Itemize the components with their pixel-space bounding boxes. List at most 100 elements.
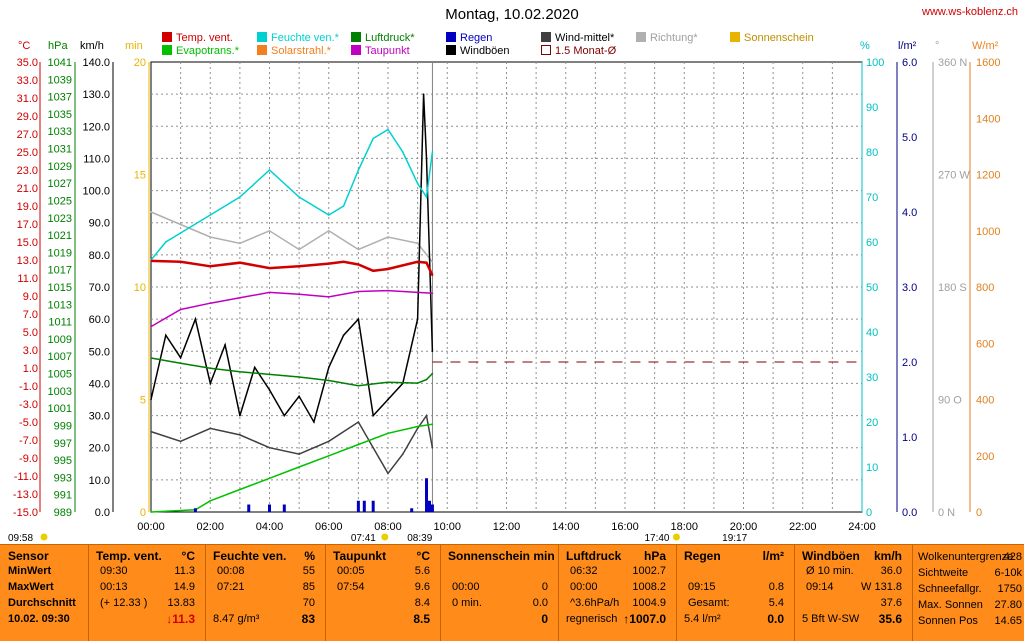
legend-swatch — [351, 32, 361, 42]
tick-temp: 21.0 — [17, 183, 38, 195]
tick-kmh: 50.0 — [89, 346, 110, 358]
data-point — [372, 270, 374, 272]
panel-rowlabel: 10.02. 09:30 — [8, 613, 70, 625]
data-point — [387, 128, 389, 131]
tick-temp: 3.0 — [23, 345, 38, 357]
legend-item[interactable]: Luftdruck* — [351, 32, 415, 44]
tick-hpa: 1031 — [48, 144, 72, 156]
data-point — [431, 261, 434, 263]
panel-cell-time: (+ 12.33 ) — [100, 597, 148, 609]
panel-col-wind: Windböen km/h Ø 10 min. 36.0 09:14 W 131.8 37.… — [794, 545, 912, 641]
tick-wm2: 1200 — [976, 170, 1000, 182]
panel-cell-time: ^3.6hPa/h — [570, 597, 620, 609]
tick-hpa: 1011 — [48, 317, 72, 329]
sun-icon — [40, 533, 48, 541]
data-point — [209, 265, 212, 268]
data-point — [268, 291, 271, 294]
panel-col-sonne: Sonnenschein min 00:00 0 0 min. 0.0 0 — [440, 545, 558, 641]
panel-cell-value: 37.6 — [880, 597, 902, 609]
tick-wm2: 1000 — [976, 226, 1000, 238]
legend-swatch — [162, 45, 172, 55]
panel-current-value: 8.5 — [413, 612, 430, 626]
panel-cell-time: 0 min. — [452, 597, 482, 609]
data-point — [416, 261, 419, 263]
data-point — [150, 398, 152, 401]
legend-item[interactable]: 1.5 Monat-Ø — [541, 45, 616, 57]
panel-rowlabel: MinWert — [8, 565, 52, 577]
tick-lm2: 0.0 — [902, 507, 917, 519]
tick-hpa: 1025 — [48, 195, 72, 207]
panel-col-extra: Wolkenuntergrenze 428 Sichtweite 6-10k Schne… — [912, 545, 1024, 641]
panel-cell-value: 5.6 — [414, 565, 430, 577]
panel-extra-value: 1750 — [997, 583, 1022, 595]
data-point — [431, 151, 434, 153]
panel-cell-note: 8.47 g/m³ — [213, 613, 260, 625]
data-point — [327, 454, 330, 457]
panel-cell-time: 07:54 — [337, 581, 365, 593]
legend-item[interactable]: Feuchte ven.* — [257, 32, 339, 44]
legend-item[interactable]: Temp. vent. — [162, 32, 233, 44]
data-point — [387, 236, 389, 238]
chart-title: Montag, 10.02.2020 — [445, 6, 579, 23]
series-windmittel — [150, 413, 434, 475]
site-url-link[interactable]: www.ws-koblenz.ch — [922, 6, 1018, 18]
tick-temp: 31.0 — [17, 93, 38, 105]
legend-item[interactable]: Wind-mittel* — [541, 32, 614, 44]
data-point — [416, 242, 419, 245]
tick-lm2: 1.0 — [902, 432, 917, 444]
data-point — [239, 488, 241, 491]
panel-col-regen: Regen l/m² 09:15 0.8 Gesamt: 5.4 5.4 l/m² 0.0 — [676, 545, 794, 641]
panel-hdr: Regen — [684, 549, 721, 563]
data-point — [342, 334, 345, 337]
panel-separator — [205, 545, 206, 641]
legend-label: Taupunkt — [365, 45, 410, 57]
panel-hdr: Feuchte ven. — [213, 549, 287, 563]
tick-pct: 90 — [866, 102, 878, 114]
legend-item[interactable]: Richtung* — [636, 32, 698, 44]
panel-current-value: 0.0 — [767, 612, 784, 626]
panel-col-sensor: Sensor MinWert MaxWert Durchschnitt 10.02. 0… — [0, 545, 88, 641]
legend-label: Richtung* — [650, 32, 698, 44]
panel-cell-value: 85 — [302, 581, 315, 593]
panel-separator — [325, 545, 326, 641]
panel-cell-value: 0 — [541, 581, 548, 593]
data-point — [224, 344, 226, 346]
data-point — [372, 137, 374, 140]
panel-unit: °C — [181, 549, 195, 563]
data-point — [298, 248, 300, 251]
data-point — [431, 372, 434, 375]
panel-current-value: 35.6 — [878, 612, 902, 626]
legend-item[interactable]: Evapotrans.* — [162, 45, 239, 57]
tick-hpa: 993 — [54, 472, 72, 484]
legend-item[interactable]: Solarstrahl.* — [257, 45, 331, 57]
panel-extra-label: Sichtweite — [918, 567, 969, 579]
tick-min: 0 — [140, 507, 146, 519]
legend-item[interactable]: Taupunkt — [351, 45, 410, 57]
data-point — [179, 232, 182, 234]
data-point — [209, 302, 212, 305]
tick-kmh: 120.0 — [82, 121, 110, 133]
data-point — [372, 414, 374, 417]
legend-swatch — [351, 45, 361, 55]
data-point — [357, 421, 360, 423]
data-point — [209, 499, 212, 502]
data-point — [150, 357, 152, 359]
data-point — [327, 366, 330, 369]
tick-temp: 9.0 — [23, 291, 38, 303]
legend-item[interactable]: Sonnenschein — [730, 32, 814, 44]
legend-item[interactable]: Windböen — [446, 45, 510, 57]
data-point — [298, 293, 300, 296]
tick-pct: 70 — [866, 192, 878, 204]
legend-swatch — [541, 32, 551, 42]
tick-wm2: 1600 — [976, 57, 1000, 69]
legend-item[interactable]: Regen — [446, 32, 492, 44]
data-point — [431, 274, 434, 277]
tick-temp: 1.0 — [23, 363, 38, 375]
tick-time: 24:00 — [848, 521, 876, 533]
panel-cell-time: 09:14 — [806, 581, 834, 593]
tick-wm2: 1400 — [976, 113, 1000, 125]
series-feuchteven — [150, 128, 434, 261]
tick-kmh: 60.0 — [89, 314, 110, 326]
panel-separator — [88, 545, 89, 641]
sunset-time: 17:40 — [644, 533, 669, 544]
